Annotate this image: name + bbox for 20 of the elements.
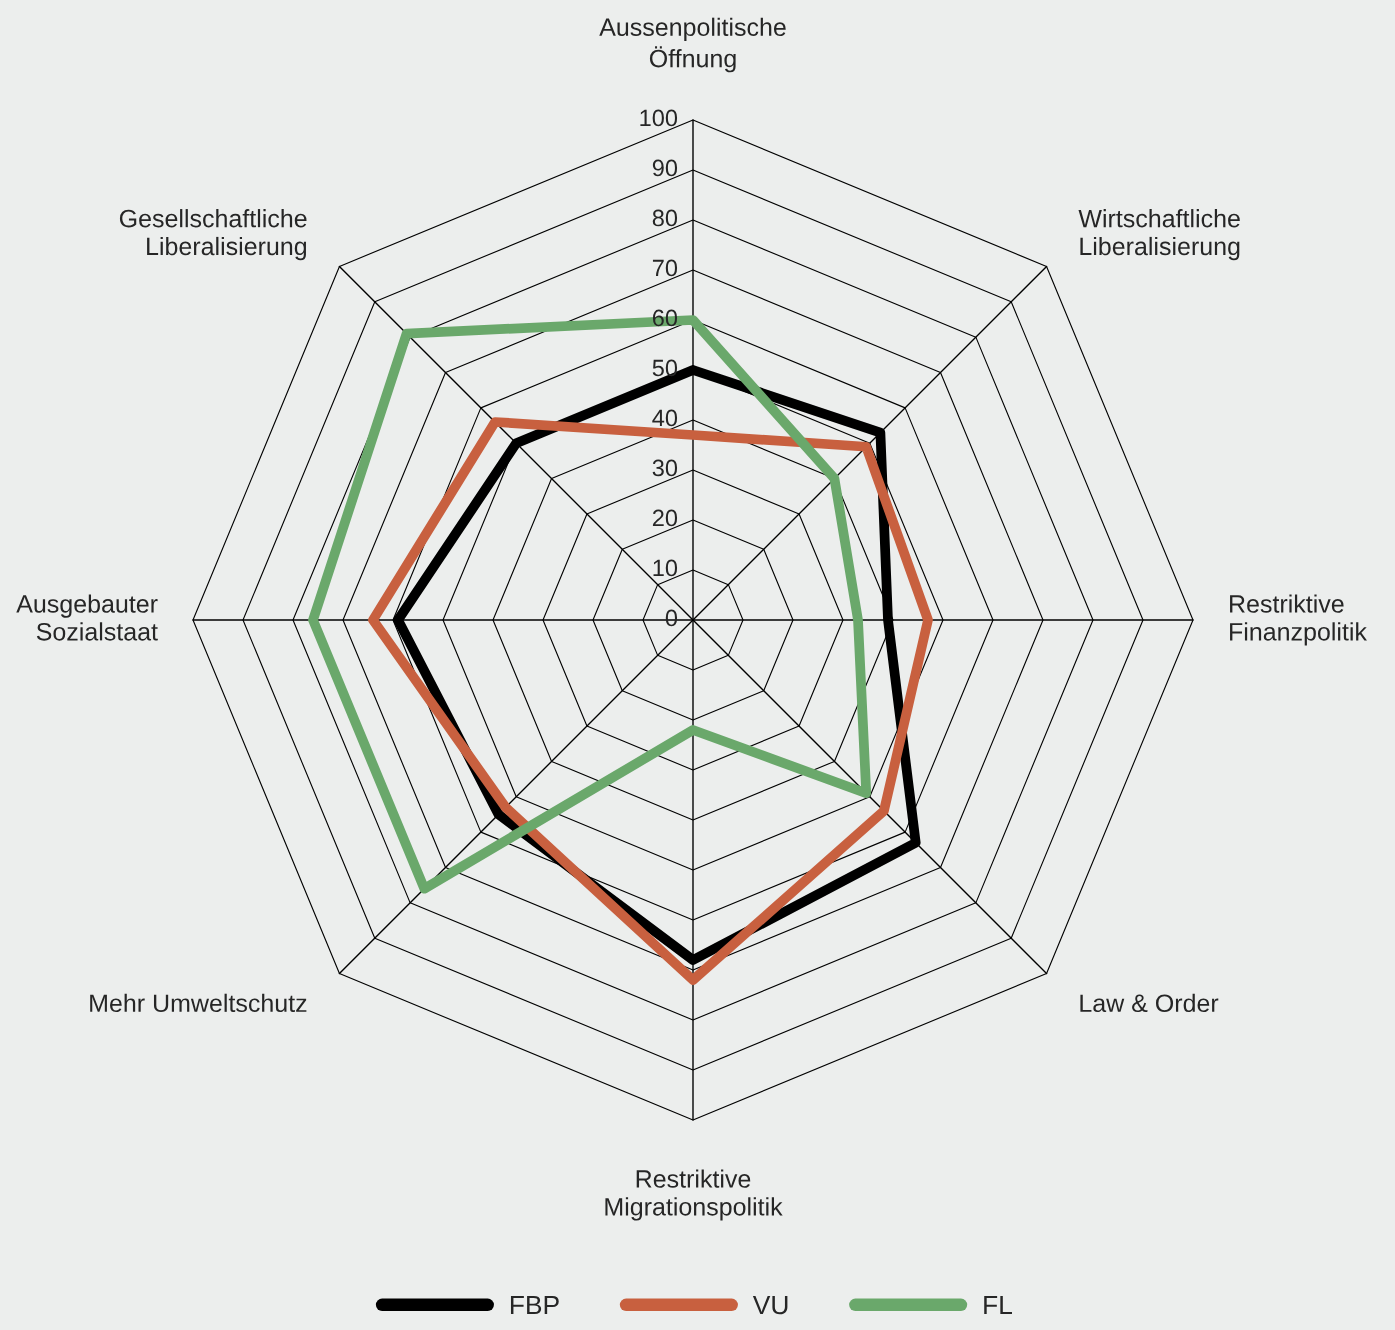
y-tick-label: 90 xyxy=(652,159,678,177)
y-tick-label: 70 xyxy=(652,259,678,277)
spoke-label: Aussenpolitische Öffnung xyxy=(599,17,786,73)
spoke-label: Gesellschaftliche Liberalisierung xyxy=(119,209,307,261)
legend-label: VU xyxy=(752,1295,788,1315)
spoke-label: Restriktive Finanzpolitik xyxy=(1230,594,1367,646)
spoke-label: Wirtschaftliche Liberalisierung xyxy=(1078,209,1240,261)
y-tick-label: 100 xyxy=(640,109,678,127)
y-tick-label: 50 xyxy=(652,359,678,377)
y-tick-label: 40 xyxy=(652,409,678,427)
y-tick-label: 20 xyxy=(652,509,678,527)
legend-label: FL xyxy=(984,1295,1012,1315)
spoke-label: Mehr Umweltschutz xyxy=(90,993,307,1013)
y-tick-label: 10 xyxy=(653,559,678,577)
spoke-label: Law & Order xyxy=(1080,993,1219,1013)
legend-label: FBP xyxy=(510,1295,559,1315)
y-tick-label: 80 xyxy=(652,209,678,227)
spoke-label: Restriktive Migrationspolitik xyxy=(605,1169,783,1221)
y-tick-label: 30 xyxy=(652,459,678,477)
spoke-label: Ausgebauter Sozialstaat xyxy=(16,594,158,641)
